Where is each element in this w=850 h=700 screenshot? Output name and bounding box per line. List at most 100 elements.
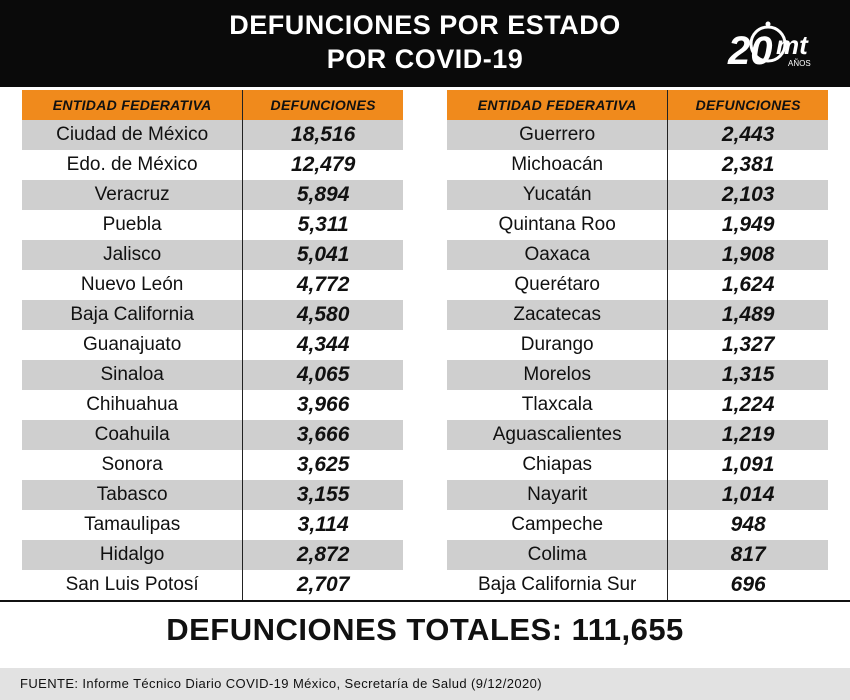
deaths-value-cell: 1,908	[667, 240, 828, 270]
state-name-cell: Guanajuato	[22, 330, 244, 360]
table-row: Tamaulipas 3,114	[22, 510, 403, 540]
state-name-cell: Aguascalientes	[447, 420, 669, 450]
deaths-value-cell: 1,624	[667, 270, 828, 300]
state-name-cell: Sinaloa	[22, 360, 244, 390]
deaths-value-cell: 5,041	[242, 240, 403, 270]
table-row: Zacatecas 1,489	[447, 300, 828, 330]
table-row: Tabasco 3,155	[22, 480, 403, 510]
table-row: Baja California Sur 696	[447, 570, 828, 600]
deaths-value-cell: 5,894	[242, 180, 403, 210]
state-name-cell: Jalisco	[22, 240, 244, 270]
column-header-deaths: DEFUNCIONES	[242, 90, 403, 120]
state-name-cell: Nayarit	[447, 480, 669, 510]
state-name-cell: Morelos	[447, 360, 669, 390]
deaths-value-cell: 12,479	[242, 150, 403, 180]
state-name-cell: Durango	[447, 330, 669, 360]
state-name-cell: Nuevo León	[22, 270, 244, 300]
mt-20-anos-logo: 20 mt AÑOS	[727, 21, 811, 73]
table-row: Durango 1,327	[447, 330, 828, 360]
table-row: Hidalgo 2,872	[22, 540, 403, 570]
state-name-cell: Ciudad de México	[22, 120, 244, 150]
header-banner: DEFUNCIONES POR ESTADO POR COVID-19 20 m…	[0, 0, 850, 87]
table-row: Morelos 1,315	[447, 360, 828, 390]
table-row: Nayarit 1,014	[447, 480, 828, 510]
left-table-header-row: ENTIDAD FEDERATIVA DEFUNCIONES	[22, 90, 403, 120]
deaths-value-cell: 2,872	[242, 540, 403, 570]
table-row: Guerrero 2,443	[447, 120, 828, 150]
table-row: Puebla 5,311	[22, 210, 403, 240]
column-header-state: ENTIDAD FEDERATIVA	[22, 90, 244, 120]
table-row: Coahuila 3,666	[22, 420, 403, 450]
source-text: FUENTE: Informe Técnico Diario COVID-19 …	[20, 676, 542, 691]
state-name-cell: Edo. de México	[22, 150, 244, 180]
deaths-value-cell: 4,344	[242, 330, 403, 360]
deaths-value-cell: 2,443	[667, 120, 828, 150]
state-name-cell: Veracruz	[22, 180, 244, 210]
table-row: Chiapas 1,091	[447, 450, 828, 480]
deaths-value-cell: 2,381	[667, 150, 828, 180]
table-row: Sinaloa 4,065	[22, 360, 403, 390]
deaths-value-cell: 696	[667, 570, 828, 600]
table-row: Oaxaca 1,908	[447, 240, 828, 270]
table-row: Jalisco 5,041	[22, 240, 403, 270]
deaths-value-cell: 948	[667, 510, 828, 540]
source-footer: FUENTE: Informe Técnico Diario COVID-19 …	[0, 668, 850, 700]
state-name-cell: Chiapas	[447, 450, 669, 480]
state-name-cell: Michoacán	[447, 150, 669, 180]
table-row: Aguascalientes 1,219	[447, 420, 828, 450]
state-name-cell: Puebla	[22, 210, 244, 240]
deaths-value-cell: 3,625	[242, 450, 403, 480]
right-table: ENTIDAD FEDERATIVA DEFUNCIONES Guerrero 2…	[447, 90, 828, 600]
logo-letters: mt	[776, 30, 809, 60]
deaths-value-cell: 3,114	[242, 510, 403, 540]
deaths-value-cell: 4,065	[242, 360, 403, 390]
deaths-value-cell: 1,315	[667, 360, 828, 390]
table-row: Veracruz 5,894	[22, 180, 403, 210]
deaths-value-cell: 1,014	[667, 480, 828, 510]
deaths-value-cell: 1,219	[667, 420, 828, 450]
title-line-1: DEFUNCIONES POR ESTADO	[229, 10, 621, 40]
tables-area: ENTIDAD FEDERATIVA DEFUNCIONES Ciudad de…	[0, 87, 850, 601]
deaths-value-cell: 2,707	[242, 570, 403, 600]
state-name-cell: Chihuahua	[22, 390, 244, 420]
column-header-state: ENTIDAD FEDERATIVA	[447, 90, 669, 120]
table-row: Ciudad de México 18,516	[22, 120, 403, 150]
state-name-cell: San Luis Potosí	[22, 570, 244, 600]
deaths-value-cell: 3,155	[242, 480, 403, 510]
state-name-cell: Colima	[447, 540, 669, 570]
state-name-cell: Querétaro	[447, 270, 669, 300]
deaths-value-cell: 3,666	[242, 420, 403, 450]
table-row: Colima 817	[447, 540, 828, 570]
table-row: Tlaxcala 1,224	[447, 390, 828, 420]
deaths-value-cell: 1,949	[667, 210, 828, 240]
table-row: Yucatán 2,103	[447, 180, 828, 210]
state-name-cell: Zacatecas	[447, 300, 669, 330]
left-table-body: Ciudad de México 18,516 Edo. de México 12,4…	[22, 120, 403, 600]
state-name-cell: Sonora	[22, 450, 244, 480]
deaths-value-cell: 1,327	[667, 330, 828, 360]
state-name-cell: Tlaxcala	[447, 390, 669, 420]
logo-number: 20	[727, 29, 773, 73]
table-row: Campeche 948	[447, 510, 828, 540]
state-name-cell: Quintana Roo	[447, 210, 669, 240]
state-name-cell: Baja California Sur	[447, 570, 669, 600]
divider-line	[0, 600, 850, 602]
state-name-cell: Guerrero	[447, 120, 669, 150]
state-name-cell: Baja California	[22, 300, 244, 330]
state-name-cell: Tabasco	[22, 480, 244, 510]
table-row: Guanajuato 4,344	[22, 330, 403, 360]
table-row: Querétaro 1,624	[447, 270, 828, 300]
deaths-value-cell: 18,516	[242, 120, 403, 150]
table-row: Edo. de México 12,479	[22, 150, 403, 180]
deaths-value-cell: 5,311	[242, 210, 403, 240]
state-name-cell: Tamaulipas	[22, 510, 244, 540]
table-row: Baja California 4,580	[22, 300, 403, 330]
total-deaths: DEFUNCIONES TOTALES: 111,655	[166, 612, 684, 647]
deaths-value-cell: 4,580	[242, 300, 403, 330]
deaths-value-cell: 1,489	[667, 300, 828, 330]
right-table-body: Guerrero 2,443 Michoacán 2,381 Yucatán 2,103 Q…	[447, 120, 828, 600]
table-row: Sonora 3,625	[22, 450, 403, 480]
state-name-cell: Hidalgo	[22, 540, 244, 570]
logo-sub: AÑOS	[788, 59, 811, 68]
deaths-value-cell: 2,103	[667, 180, 828, 210]
